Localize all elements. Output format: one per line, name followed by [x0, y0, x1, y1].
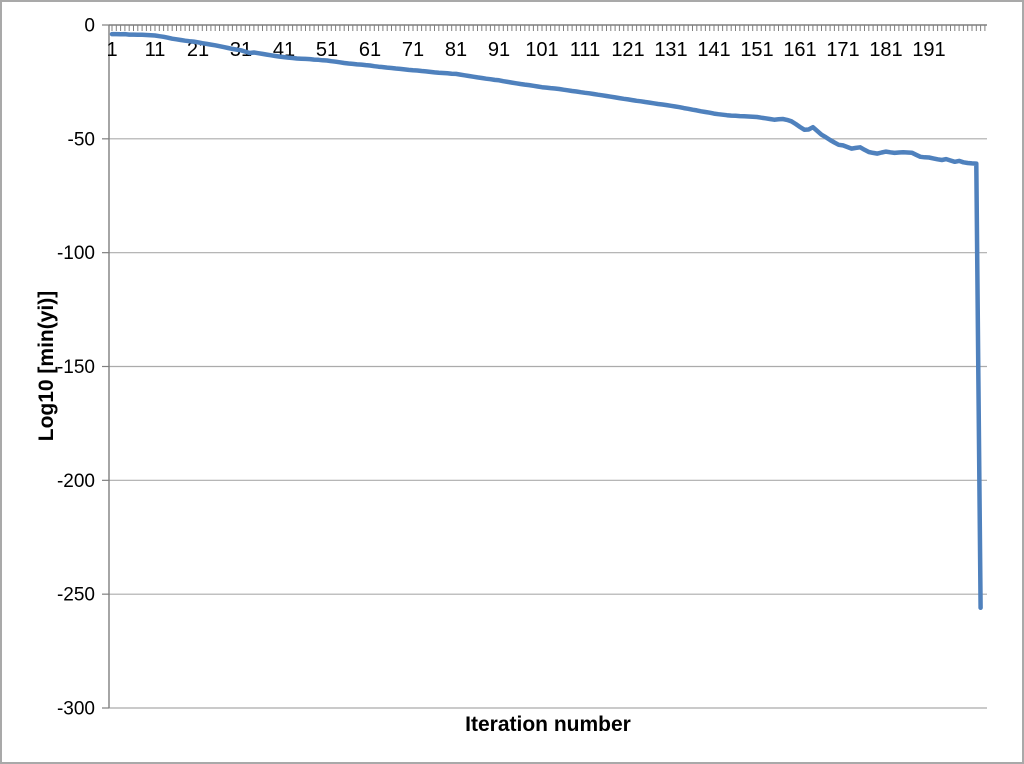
y-tick-label: -50 — [68, 129, 95, 150]
y-axis-title: Log10 [min(yi)] — [35, 290, 58, 442]
x-tick-label: 131 — [654, 39, 687, 61]
y-tick-label: -100 — [57, 243, 95, 264]
x-tick-label: 81 — [445, 39, 467, 61]
x-tick-label: 1 — [106, 39, 117, 61]
x-tick-label: 91 — [488, 39, 510, 61]
x-tick-label: 191 — [912, 39, 945, 61]
x-tick-label: 51 — [316, 39, 338, 61]
x-tick-label: 71 — [402, 39, 424, 61]
x-tick-label: 161 — [783, 39, 816, 61]
data-series-line — [109, 31, 983, 611]
y-tick-label: -250 — [57, 585, 95, 606]
x-tick-label: 111 — [570, 39, 600, 61]
x-tick-label: 61 — [359, 39, 381, 61]
x-tick-label: 171 — [826, 39, 859, 61]
x-tick-label: 11 — [145, 39, 166, 61]
x-tick-label: 181 — [869, 39, 902, 61]
x-tick-label: 151 — [740, 39, 773, 61]
y-tick-label: -200 — [57, 471, 95, 492]
y-tick-label: 0 — [84, 16, 95, 37]
y-tick-label: -300 — [57, 699, 95, 720]
x-tick-label: 121 — [611, 39, 644, 61]
x-tick-label: 101 — [525, 39, 558, 61]
x-axis-title: Iteration number — [465, 713, 631, 736]
x-tick-label: 141 — [697, 39, 730, 61]
y-tick-label: -150 — [57, 357, 95, 378]
